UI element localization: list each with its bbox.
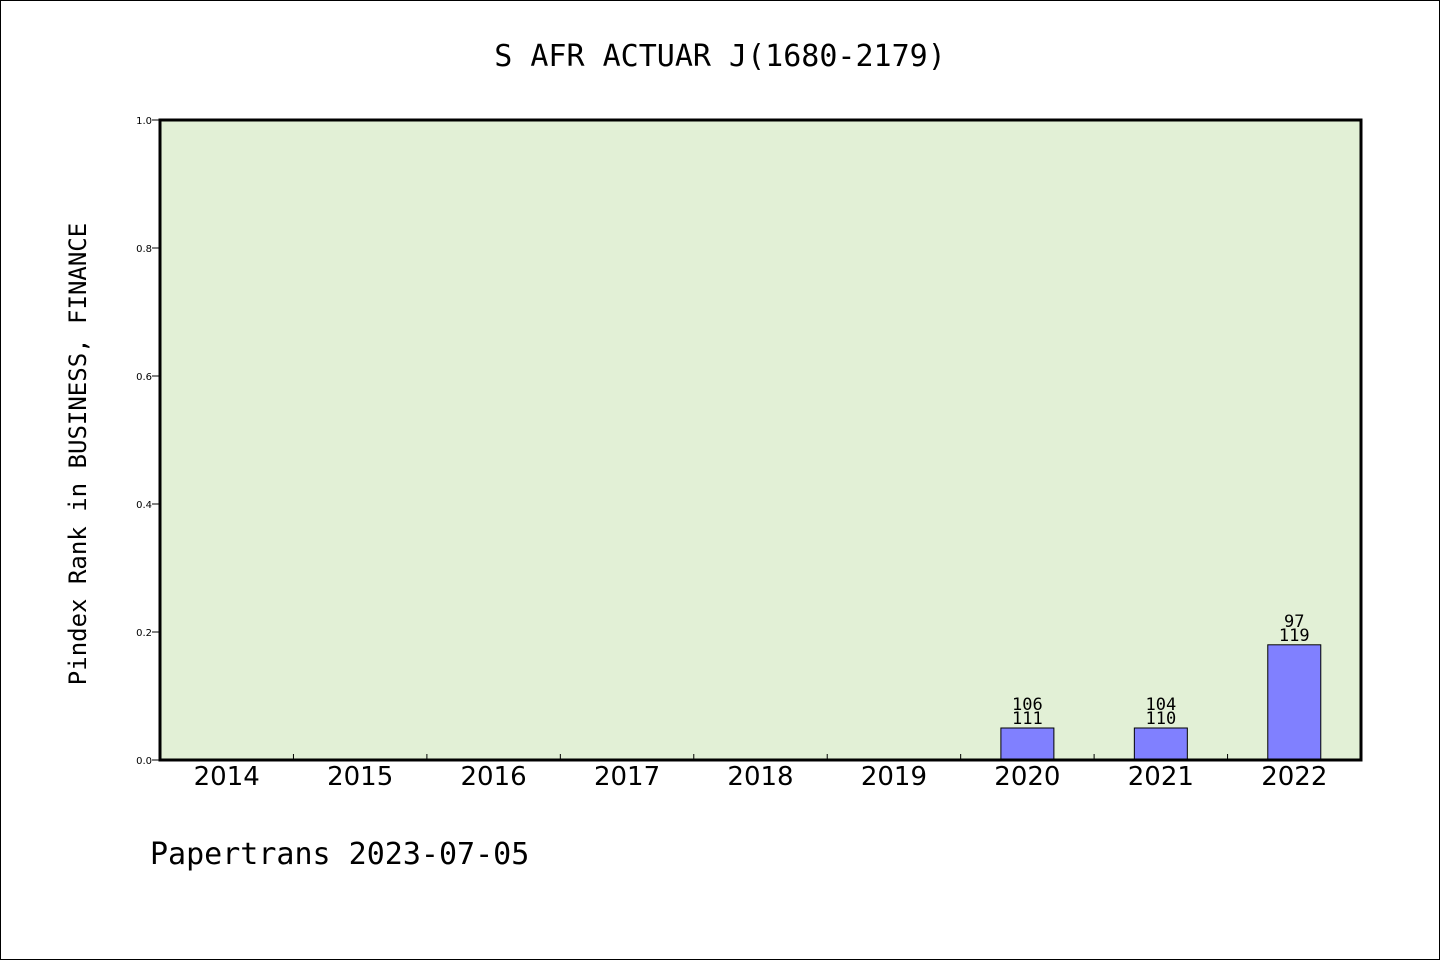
y-tick-label: 0.8 <box>136 244 152 255</box>
y-tick-label: 0.0 <box>136 756 152 767</box>
plot-border <box>158 118 1363 762</box>
y-tick-label: 0.6 <box>136 372 152 383</box>
x-tick-label: 2021 <box>1128 762 1194 792</box>
y-axis-label: Pindex Rank in BUSINESS, FINANCE <box>64 223 92 685</box>
x-tick-label: 2014 <box>194 762 260 792</box>
y-axis-ticks: 0.0 0.2 0.4 0.6 0.8 1.0 <box>136 116 160 767</box>
y-tick-label: 1.0 <box>136 116 152 127</box>
bar-label-bottom: 119 <box>1279 626 1310 646</box>
x-axis-ticks: 2014 2015 2016 2017 2018 2019 2020 2021 2022 <box>194 754 1327 792</box>
x-tick-label: 2015 <box>327 762 393 792</box>
bar-label-top: 104 <box>1145 695 1176 715</box>
footer-source-date: Papertrans 2023-07-05 <box>150 837 529 872</box>
plot-area <box>160 120 1361 760</box>
bar-series <box>1000 644 1322 761</box>
bar-label-bottom: 110 <box>1145 709 1176 729</box>
y-tick-label: 0.2 <box>136 628 152 639</box>
x-tick-label: 2019 <box>861 762 927 792</box>
bar <box>1267 644 1322 761</box>
x-tick-label: 2017 <box>594 762 660 792</box>
y-tick-label: 0.4 <box>136 500 152 511</box>
bar-label-top: 106 <box>1012 695 1043 715</box>
bar <box>1000 727 1055 761</box>
bar <box>1133 727 1188 761</box>
x-tick-label: 2016 <box>461 762 527 792</box>
x-tick-label: 2018 <box>727 762 793 792</box>
x-tick-label: 2020 <box>994 762 1060 792</box>
bar-label-top: 97 <box>1284 612 1304 632</box>
x-tick-label: 2022 <box>1261 762 1327 792</box>
bar-label-bottom: 111 <box>1012 709 1043 729</box>
chart-title: S AFR ACTUAR J(1680-2179) <box>494 39 946 74</box>
